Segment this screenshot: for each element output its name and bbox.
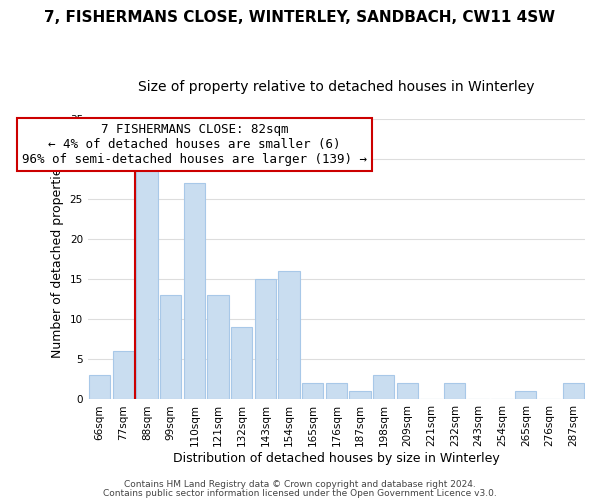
Bar <box>349 392 371 400</box>
Bar <box>184 183 205 400</box>
Bar <box>89 376 110 400</box>
Bar <box>563 384 584 400</box>
Text: Contains public sector information licensed under the Open Government Licence v3: Contains public sector information licen… <box>103 488 497 498</box>
Text: Contains HM Land Registry data © Crown copyright and database right 2024.: Contains HM Land Registry data © Crown c… <box>124 480 476 489</box>
X-axis label: Distribution of detached houses by size in Winterley: Distribution of detached houses by size … <box>173 452 500 465</box>
Bar <box>255 279 276 400</box>
Bar <box>397 384 418 400</box>
Bar <box>136 167 158 400</box>
Bar <box>278 271 300 400</box>
Bar <box>444 384 466 400</box>
Text: 7, FISHERMANS CLOSE, WINTERLEY, SANDBACH, CW11 4SW: 7, FISHERMANS CLOSE, WINTERLEY, SANDBACH… <box>44 10 556 25</box>
Title: Size of property relative to detached houses in Winterley: Size of property relative to detached ho… <box>138 80 535 94</box>
Text: 7 FISHERMANS CLOSE: 82sqm
← 4% of detached houses are smaller (6)
96% of semi-de: 7 FISHERMANS CLOSE: 82sqm ← 4% of detach… <box>22 123 367 166</box>
Bar <box>208 295 229 400</box>
Bar <box>113 352 134 400</box>
Bar <box>515 392 536 400</box>
Bar <box>373 376 394 400</box>
Bar <box>231 328 253 400</box>
Bar <box>160 295 181 400</box>
Y-axis label: Number of detached properties: Number of detached properties <box>51 160 64 358</box>
Bar <box>302 384 323 400</box>
Bar <box>326 384 347 400</box>
